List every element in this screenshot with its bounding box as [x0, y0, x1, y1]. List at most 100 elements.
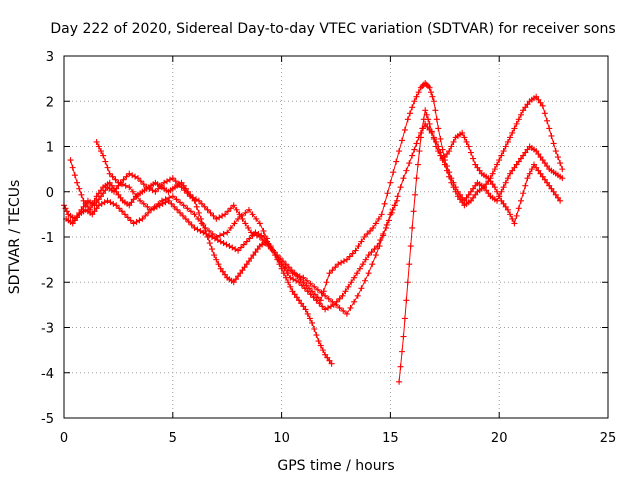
data-point	[293, 271, 300, 278]
data-point	[537, 170, 544, 177]
data-point	[113, 202, 120, 209]
data-point	[84, 203, 91, 210]
data-point	[169, 175, 176, 182]
data-point	[101, 199, 108, 206]
data-point	[338, 259, 345, 266]
data-point	[173, 196, 180, 203]
data-point	[76, 185, 83, 192]
data-point	[177, 199, 184, 206]
series-line	[398, 109, 561, 382]
data-point	[329, 267, 336, 274]
data-point	[110, 200, 117, 207]
data-point	[400, 333, 407, 340]
data-point	[230, 202, 237, 209]
data-point	[204, 206, 211, 213]
data-point	[136, 217, 143, 224]
data-point	[371, 246, 378, 253]
data-point	[298, 300, 305, 307]
data-point	[539, 157, 546, 164]
data-point	[187, 191, 194, 198]
data-point	[166, 194, 173, 201]
data-point	[296, 297, 303, 304]
data-point	[319, 303, 326, 310]
data-point	[416, 148, 423, 155]
data-point	[531, 161, 538, 168]
data-point	[507, 134, 514, 141]
x-axis: 0 5 10 15 20 25	[60, 56, 616, 446]
data-point	[155, 200, 162, 207]
data-point	[322, 351, 329, 358]
data-point	[278, 261, 285, 268]
data-point	[104, 197, 111, 204]
data-point	[355, 243, 362, 250]
data-point	[311, 326, 318, 333]
data-point	[409, 104, 416, 111]
data-point	[509, 215, 516, 222]
data-point	[474, 164, 481, 171]
data-point	[399, 348, 406, 355]
data-point	[397, 184, 404, 191]
data-point	[332, 264, 339, 271]
data-point	[191, 211, 198, 218]
data-point	[213, 234, 220, 240]
data-point	[264, 235, 271, 242]
data-point	[315, 338, 322, 345]
data-point	[119, 208, 126, 215]
data-point	[285, 279, 292, 286]
data-point	[433, 143, 440, 150]
data-point	[327, 303, 334, 310]
data-point	[195, 215, 202, 222]
data-point	[535, 167, 542, 174]
data-point	[502, 179, 509, 186]
data-point	[346, 253, 353, 260]
data-point	[174, 206, 181, 213]
data-point	[104, 164, 111, 171]
data-point	[126, 184, 133, 191]
data-point	[134, 175, 141, 182]
chart-title: Day 222 of 2020, Sidereal Day-to-day VTE…	[50, 21, 615, 37]
data-point	[535, 151, 542, 158]
data-point	[401, 126, 408, 133]
data-point	[243, 238, 250, 245]
y-tick-label: -1	[41, 231, 54, 246]
data-point	[504, 138, 511, 145]
data-point	[361, 234, 368, 240]
data-point	[448, 179, 455, 186]
data-point	[500, 148, 507, 155]
data-point	[208, 246, 215, 253]
data-point	[369, 224, 376, 231]
data-point	[169, 193, 176, 200]
data-point	[129, 172, 136, 179]
data-point	[459, 199, 466, 206]
data-point	[137, 178, 144, 185]
data-point	[74, 214, 81, 221]
data-point	[343, 256, 350, 263]
data-point	[137, 197, 144, 204]
data-point	[557, 160, 564, 167]
data-point	[293, 294, 300, 301]
data-point	[548, 132, 555, 139]
data-point	[289, 288, 296, 295]
data-point	[417, 134, 424, 141]
data-point	[399, 137, 406, 144]
data-point	[550, 188, 557, 195]
data-point	[290, 276, 297, 283]
data-point	[245, 224, 252, 231]
data-point	[461, 134, 468, 141]
data-point	[439, 146, 446, 153]
data-point	[425, 116, 432, 123]
data-point	[541, 110, 548, 117]
data-point	[435, 125, 442, 132]
data-point	[229, 244, 236, 251]
y-tick-label: 0	[46, 186, 54, 201]
data-point	[112, 176, 119, 183]
data-point	[216, 214, 223, 221]
data-point	[411, 146, 418, 153]
data-point	[500, 184, 507, 191]
x-tick-label: 25	[600, 431, 617, 446]
data-point	[235, 215, 242, 222]
data-point	[267, 243, 274, 250]
data-point	[520, 107, 527, 114]
data-point	[354, 292, 361, 299]
data-point	[515, 116, 522, 123]
